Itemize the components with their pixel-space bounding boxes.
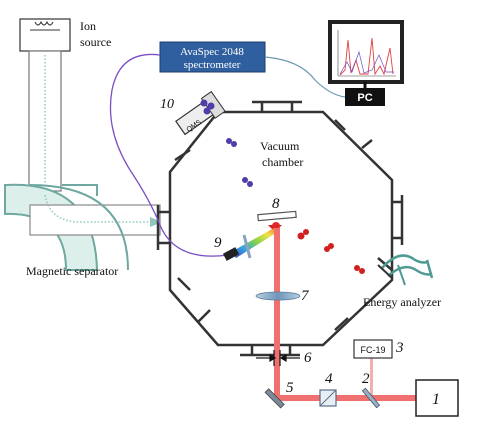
fiber-collimator xyxy=(222,247,240,261)
spectrometer-label-line1: AvaSpec 2048 xyxy=(180,46,244,58)
pc-base xyxy=(345,88,385,106)
fc19-meter xyxy=(353,339,393,359)
number-6: 6 xyxy=(304,350,312,366)
energy-analyzer-label: Energy analyzer xyxy=(363,295,441,309)
fc19-label: FC-19 xyxy=(360,345,385,355)
laser-beam xyxy=(274,228,428,401)
number-8: 8 xyxy=(272,196,280,212)
qms-analyzer xyxy=(175,90,226,136)
pc-label: PC xyxy=(357,92,372,104)
energy-analyzer xyxy=(377,254,434,286)
beam-splitter xyxy=(361,387,381,409)
filament-icon xyxy=(34,20,54,26)
mirror xyxy=(264,388,285,409)
magnetic-separator-label: Magnetic separator xyxy=(26,264,118,278)
ion-source-label-line1: Ion xyxy=(80,19,96,33)
number-1: 1 xyxy=(432,391,440,408)
plasma-particles xyxy=(297,229,365,274)
number-10: 10 xyxy=(160,97,174,112)
ion-source-label-line2: source xyxy=(80,35,111,49)
ion-source xyxy=(19,18,71,192)
number-3: 3 xyxy=(395,340,404,356)
magnetic-separator xyxy=(4,183,162,271)
laser-source xyxy=(415,379,459,417)
pc-monitor xyxy=(328,20,404,106)
number-5: 5 xyxy=(286,380,294,396)
usb-cable xyxy=(264,56,346,98)
beam-diameter-marker xyxy=(256,350,300,366)
number-4: 4 xyxy=(325,371,333,387)
number-2: 2 xyxy=(362,371,370,387)
vacuum-chamber-label-line2: chamber xyxy=(262,155,303,169)
number-7: 7 xyxy=(301,288,310,304)
vacuum-chamber-label-line1: Vacuum xyxy=(260,139,300,153)
focusing-lens xyxy=(255,291,301,301)
emission-cone xyxy=(231,228,276,258)
ion-beam-tube xyxy=(28,50,62,192)
number-9: 9 xyxy=(214,235,222,251)
target xyxy=(257,210,297,222)
collimator-lens xyxy=(242,234,252,259)
spectrometer-label-line2: spectrometer xyxy=(184,59,241,71)
spectrometer-box xyxy=(159,41,266,73)
ion-source-box xyxy=(19,18,71,52)
qms-particles xyxy=(200,99,253,187)
optical-fiber xyxy=(109,53,229,257)
